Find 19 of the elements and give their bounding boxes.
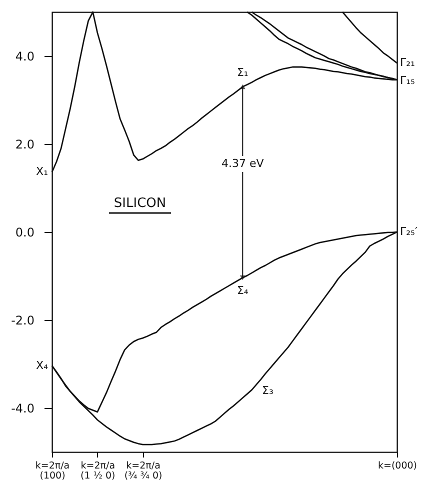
- text: Γ₁₅: [400, 74, 415, 87]
- y-tick-label: -2.0: [11, 314, 34, 328]
- text: Γ₂₁: [400, 56, 415, 69]
- annotation: Σ₁: [236, 66, 248, 79]
- x-tick-label: k=2π/a(100): [35, 460, 70, 482]
- x-tick-label: k=2π/a(1 ½ 0): [80, 460, 116, 482]
- y-tick-label: 0.0: [15, 226, 34, 240]
- annotation: Σ₄: [236, 284, 249, 297]
- text: X₁: [36, 165, 48, 178]
- y-tick-label: -4.0: [11, 402, 34, 416]
- text: Γ₂₅′: [400, 225, 418, 238]
- x-tick-label: k=(000): [378, 460, 418, 472]
- x-tick-label: k=2π/a(¾ ¾ 0): [124, 460, 162, 482]
- y-tick-label: 2.0: [15, 138, 34, 152]
- annotation: SILICON: [114, 196, 166, 211]
- annotation: 4.37 eV: [222, 157, 264, 170]
- annotation: Σ₃: [262, 384, 274, 397]
- y-tick-label: 4.0: [15, 50, 34, 64]
- text: X₄: [36, 359, 49, 372]
